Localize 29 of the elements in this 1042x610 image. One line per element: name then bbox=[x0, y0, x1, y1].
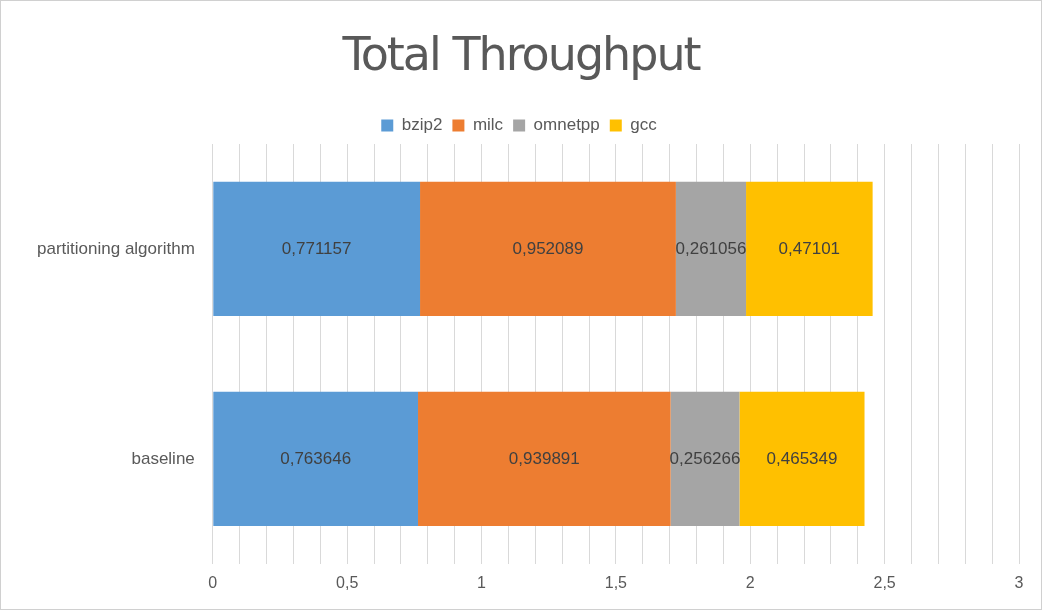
data-label: 0,939891 bbox=[508, 448, 580, 468]
data-label: 0,47101 bbox=[778, 238, 841, 258]
bar bbox=[420, 181, 676, 317]
x-tick-label: 2,5 bbox=[873, 573, 896, 591]
data-label: 0,771157 bbox=[281, 238, 352, 258]
x-tick-label: 0,5 bbox=[336, 573, 359, 591]
x-tick-label: 1 bbox=[477, 573, 487, 591]
bar bbox=[213, 181, 421, 317]
x-tick-label: 2 bbox=[745, 573, 755, 591]
chart-title: Total Throughput bbox=[341, 27, 702, 81]
x-tick-label: 3 bbox=[1014, 573, 1024, 591]
x-tick-label: 1,5 bbox=[604, 573, 628, 591]
bar bbox=[746, 181, 873, 317]
legend-label: omnetpp bbox=[533, 115, 600, 135]
legend-label: bzip2 bbox=[401, 115, 443, 135]
bar bbox=[418, 391, 671, 527]
legend-label: gcc bbox=[630, 115, 658, 135]
data-label: 0,952089 bbox=[512, 238, 584, 258]
legend-label: milc bbox=[472, 115, 504, 135]
bar bbox=[670, 391, 740, 527]
bar bbox=[675, 181, 747, 317]
data-label: 0,261056 bbox=[675, 238, 747, 258]
y-tick-label: baseline bbox=[131, 448, 195, 468]
x-tick-label: 0 bbox=[208, 573, 218, 591]
bar bbox=[739, 391, 865, 527]
data-label: 0,763646 bbox=[280, 448, 352, 468]
bar bbox=[213, 391, 419, 527]
y-tick-label: partitioning algorithm bbox=[36, 238, 195, 258]
data-label: 0,465349 bbox=[766, 448, 838, 468]
